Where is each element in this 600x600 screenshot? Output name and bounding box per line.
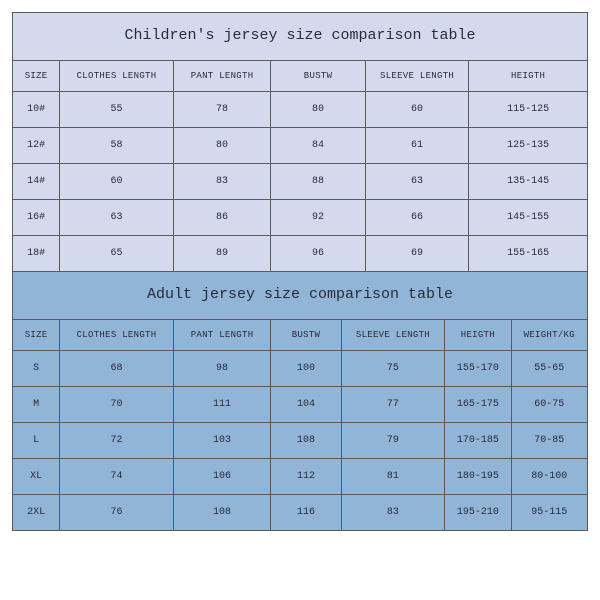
cell-heigth: 180-195	[445, 459, 511, 495]
cell-bustw: 80	[271, 92, 365, 128]
table-row: S 68 98 100 75 155-170 55-65	[13, 351, 588, 387]
table-row: 18# 65 89 96 69 155-165	[13, 236, 588, 272]
children-header-row: SIZE CLOTHES LENGTH PANT LENGTH BUSTW SL…	[13, 61, 588, 92]
cell-size: 14#	[13, 164, 60, 200]
cell-heigth: 115-125	[469, 92, 588, 128]
cell-clothes-length: 65	[60, 236, 174, 272]
table-row: XL 74 106 112 81 180-195 80-100	[13, 459, 588, 495]
cell-pant-length: 108	[173, 495, 271, 531]
cell-bustw: 112	[271, 459, 341, 495]
cell-size: XL	[13, 459, 60, 495]
cell-bustw: 92	[271, 200, 365, 236]
cell-bustw: 88	[271, 164, 365, 200]
cell-sleeve-length: 61	[365, 128, 469, 164]
col-sleeve-length: SLEEVE LENGTH	[341, 320, 445, 351]
cell-heigth: 165-175	[445, 387, 511, 423]
cell-heigth: 125-135	[469, 128, 588, 164]
cell-clothes-length: 70	[60, 387, 174, 423]
cell-size: S	[13, 351, 60, 387]
children-title-row: Children's jersey size comparison table	[13, 13, 588, 61]
children-title: Children's jersey size comparison table	[13, 13, 588, 61]
cell-size: 10#	[13, 92, 60, 128]
cell-size: 12#	[13, 128, 60, 164]
cell-bustw: 104	[271, 387, 341, 423]
cell-size: L	[13, 423, 60, 459]
cell-clothes-length: 68	[60, 351, 174, 387]
col-heigth: HEIGTH	[445, 320, 511, 351]
cell-weight: 80-100	[511, 459, 587, 495]
cell-clothes-length: 63	[60, 200, 174, 236]
table-row: 14# 60 83 88 63 135-145	[13, 164, 588, 200]
cell-bustw: 108	[271, 423, 341, 459]
col-clothes-length: CLOTHES LENGTH	[60, 61, 174, 92]
cell-heigth: 155-170	[445, 351, 511, 387]
cell-bustw: 96	[271, 236, 365, 272]
table-row: 12# 58 80 84 61 125-135	[13, 128, 588, 164]
table-row: 10# 55 78 80 60 115-125	[13, 92, 588, 128]
cell-weight: 60-75	[511, 387, 587, 423]
col-bustw: BUSTW	[271, 61, 365, 92]
cell-sleeve-length: 75	[341, 351, 445, 387]
cell-heigth: 195-210	[445, 495, 511, 531]
cell-heigth: 170-185	[445, 423, 511, 459]
cell-heigth: 145-155	[469, 200, 588, 236]
cell-size: 18#	[13, 236, 60, 272]
cell-clothes-length: 74	[60, 459, 174, 495]
cell-clothes-length: 58	[60, 128, 174, 164]
cell-sleeve-length: 66	[365, 200, 469, 236]
cell-pant-length: 80	[173, 128, 271, 164]
cell-bustw: 100	[271, 351, 341, 387]
table-row: 2XL 76 108 116 83 195-210 95-115	[13, 495, 588, 531]
cell-bustw: 84	[271, 128, 365, 164]
adult-size-table: Adult jersey size comparison table SIZE …	[12, 271, 588, 531]
cell-sleeve-length: 60	[365, 92, 469, 128]
cell-pant-length: 111	[173, 387, 271, 423]
adult-title: Adult jersey size comparison table	[13, 272, 588, 320]
cell-clothes-length: 72	[60, 423, 174, 459]
col-bustw: BUSTW	[271, 320, 341, 351]
cell-sleeve-length: 77	[341, 387, 445, 423]
col-clothes-length: CLOTHES LENGTH	[60, 320, 174, 351]
adult-title-row: Adult jersey size comparison table	[13, 272, 588, 320]
cell-weight: 70-85	[511, 423, 587, 459]
adult-header-row: SIZE CLOTHES LENGTH PANT LENGTH BUSTW SL…	[13, 320, 588, 351]
col-pant-length: PANT LENGTH	[173, 320, 271, 351]
children-size-table: Children's jersey size comparison table …	[12, 12, 588, 272]
col-pant-length: PANT LENGTH	[173, 61, 271, 92]
cell-clothes-length: 60	[60, 164, 174, 200]
cell-heigth: 135-145	[469, 164, 588, 200]
cell-clothes-length: 76	[60, 495, 174, 531]
cell-pant-length: 98	[173, 351, 271, 387]
cell-pant-length: 106	[173, 459, 271, 495]
table-row: 16# 63 86 92 66 145-155	[13, 200, 588, 236]
cell-weight: 55-65	[511, 351, 587, 387]
size-tables-container: Children's jersey size comparison table …	[0, 0, 600, 600]
cell-bustw: 116	[271, 495, 341, 531]
cell-sleeve-length: 83	[341, 495, 445, 531]
cell-clothes-length: 55	[60, 92, 174, 128]
cell-pant-length: 78	[173, 92, 271, 128]
cell-sleeve-length: 69	[365, 236, 469, 272]
table-row: L 72 103 108 79 170-185 70-85	[13, 423, 588, 459]
col-sleeve-length: SLEEVE LENGTH	[365, 61, 469, 92]
table-row: M 70 111 104 77 165-175 60-75	[13, 387, 588, 423]
col-heigth: HEIGTH	[469, 61, 588, 92]
cell-size: M	[13, 387, 60, 423]
cell-pant-length: 86	[173, 200, 271, 236]
cell-weight: 95-115	[511, 495, 587, 531]
col-size: SIZE	[13, 61, 60, 92]
col-size: SIZE	[13, 320, 60, 351]
cell-sleeve-length: 81	[341, 459, 445, 495]
col-weight: WEIGHT/KG	[511, 320, 587, 351]
cell-pant-length: 89	[173, 236, 271, 272]
cell-sleeve-length: 79	[341, 423, 445, 459]
cell-pant-length: 103	[173, 423, 271, 459]
cell-pant-length: 83	[173, 164, 271, 200]
cell-heigth: 155-165	[469, 236, 588, 272]
cell-size: 2XL	[13, 495, 60, 531]
cell-size: 16#	[13, 200, 60, 236]
cell-sleeve-length: 63	[365, 164, 469, 200]
